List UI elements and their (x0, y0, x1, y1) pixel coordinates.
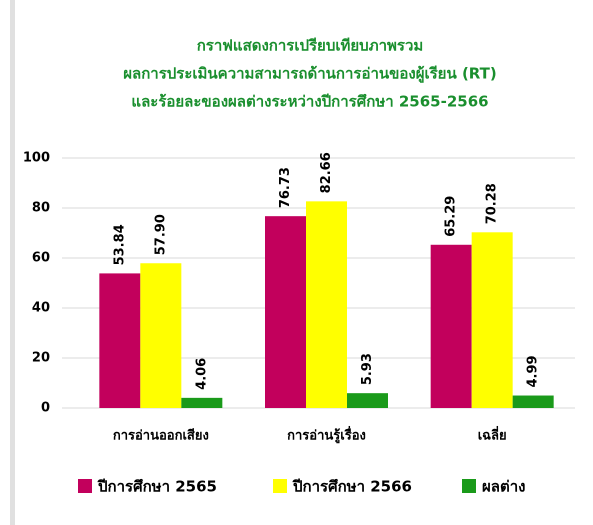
side-stripe (10, 0, 15, 525)
bar (99, 273, 141, 408)
y-tick-label: 20 (32, 351, 50, 366)
y-tick-label: 80 (32, 201, 50, 216)
value-label: 82.66 (319, 152, 334, 193)
legend-swatch (78, 479, 92, 493)
legend-swatch (462, 479, 476, 493)
chart-title: กราฟแสดงการเปรียบเทียบภาพรวม (197, 37, 424, 55)
value-label: 4.06 (194, 358, 209, 390)
legend-swatch (273, 479, 287, 493)
value-label: 4.99 (526, 355, 541, 387)
x-tick-label: การอ่านออกเสียง (113, 428, 209, 444)
bar (265, 216, 306, 408)
y-tick-label: 60 (32, 251, 50, 266)
value-label: 76.73 (278, 167, 293, 208)
x-tick-label: การอ่านรู้เรื่อง (287, 426, 366, 444)
legend-label: ผลต่าง (482, 478, 525, 496)
chart-title: และร้อยละของผลต่างระหว่างปีการศึกษา 2565… (131, 93, 488, 111)
bar (471, 232, 513, 408)
value-label: 5.93 (360, 353, 375, 385)
x-tick-label: เฉลี่ย (478, 426, 507, 444)
legend-label: ปีการศึกษา 2566 (292, 478, 412, 496)
legend-label: ปีการศึกษา 2565 (97, 478, 217, 496)
bar (140, 263, 182, 408)
chart-title: ผลการประเมินความสามารถด้านการอ่านของผู้เ… (123, 65, 497, 84)
y-tick-label: 100 (23, 151, 50, 166)
bar (430, 244, 472, 408)
bar (306, 201, 347, 408)
value-label: 70.28 (485, 183, 500, 224)
bar (181, 397, 223, 408)
value-label: 53.84 (112, 224, 127, 265)
y-tick-label: 0 (41, 401, 50, 416)
y-tick-label: 40 (32, 301, 50, 316)
bar (347, 393, 388, 408)
bar (512, 395, 554, 408)
value-label: 57.90 (153, 214, 168, 255)
value-label: 65.29 (444, 196, 459, 237)
